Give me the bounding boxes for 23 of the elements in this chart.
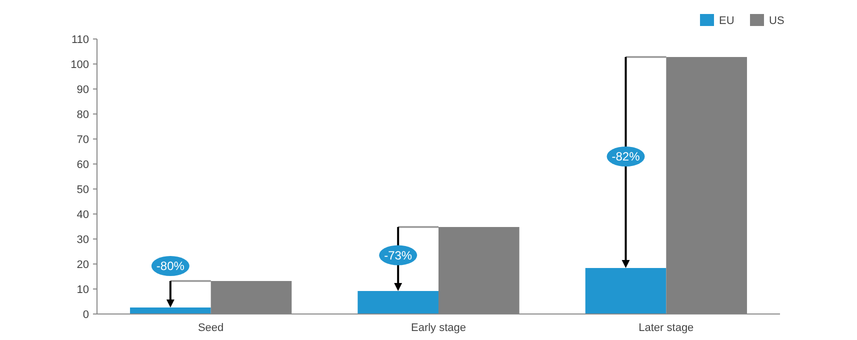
annotation: -73% (384, 248, 412, 262)
y-tick-label: 110 (71, 34, 89, 46)
y-tick-label: 60 (76, 158, 89, 171)
y-tick-label: 90 (76, 84, 89, 96)
y-tick-label: 20 (76, 258, 89, 271)
bar (585, 268, 666, 314)
y-tick-label: 100 (70, 58, 89, 71)
y-tick-label: 70 (76, 134, 89, 146)
y-tick-label: 50 (76, 184, 89, 196)
y-tick-label: 40 (76, 208, 89, 221)
y-tick-label: 0 (82, 308, 89, 321)
annotation: -80% (156, 259, 185, 274)
bar (358, 291, 438, 314)
bar (130, 308, 211, 314)
x-tick-label: Early stage (410, 322, 466, 334)
y-tick-label: 80 (76, 108, 89, 121)
x-tick-label: Later stage (638, 322, 694, 334)
y-tick-label: 10 (76, 284, 89, 296)
y-tick-label: 30 (76, 234, 89, 246)
x-tick-label: Seed (198, 322, 224, 334)
legend-label: EU (719, 14, 734, 27)
annotation: -82% (612, 150, 640, 164)
legend-label: US (769, 14, 784, 27)
